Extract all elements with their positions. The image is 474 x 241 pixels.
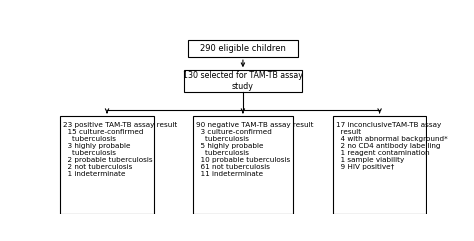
Text: 23 positive TAM-TB assay result
  15 culture-confirmed
    tuberculosis
  3 high: 23 positive TAM-TB assay result 15 cultu…	[63, 122, 177, 177]
FancyBboxPatch shape	[193, 116, 292, 214]
FancyBboxPatch shape	[184, 70, 301, 92]
FancyBboxPatch shape	[333, 116, 427, 214]
Text: 130 selected for TAM-TB assay
study: 130 selected for TAM-TB assay study	[183, 71, 303, 91]
Text: 290 eligible children: 290 eligible children	[200, 44, 286, 53]
Text: 17 inconclusiveTAM-TB assay
  result
  4 with abnormal background*
  2 no CD4 an: 17 inconclusiveTAM-TB assay result 4 wit…	[336, 122, 447, 170]
Text: 90 negative TAM-TB assay result
  3 culture-confirmed
    tuberculosis
  5 highl: 90 negative TAM-TB assay result 3 cultur…	[196, 122, 314, 177]
FancyBboxPatch shape	[188, 40, 298, 57]
FancyBboxPatch shape	[60, 116, 154, 214]
